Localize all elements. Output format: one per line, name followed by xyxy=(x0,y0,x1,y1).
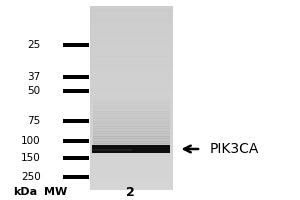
Bar xyxy=(90,139,172,144)
Bar xyxy=(93,113,170,115)
Bar xyxy=(90,38,172,43)
Bar xyxy=(93,128,170,130)
Bar xyxy=(63,156,88,160)
Bar xyxy=(93,115,170,117)
Bar xyxy=(63,89,88,93)
Bar xyxy=(90,10,172,15)
Text: 250: 250 xyxy=(21,172,40,182)
Bar xyxy=(90,79,172,84)
Bar xyxy=(90,6,172,190)
Bar xyxy=(90,19,172,24)
Text: MW: MW xyxy=(44,187,67,197)
Bar xyxy=(93,136,170,139)
Bar xyxy=(93,143,170,145)
Bar xyxy=(90,102,172,107)
Bar xyxy=(93,110,170,112)
Bar xyxy=(90,15,172,20)
Bar xyxy=(90,33,172,38)
Bar xyxy=(90,84,172,89)
Bar xyxy=(93,105,170,107)
Bar xyxy=(90,121,172,126)
Bar xyxy=(93,106,170,109)
Bar xyxy=(93,95,170,97)
Bar xyxy=(90,111,172,116)
Bar xyxy=(90,107,172,112)
Bar xyxy=(93,123,170,125)
Text: PIK3CA: PIK3CA xyxy=(210,142,260,156)
Bar xyxy=(90,148,172,153)
Bar xyxy=(63,175,88,179)
Text: 100: 100 xyxy=(21,136,40,146)
Bar xyxy=(90,171,172,176)
Bar xyxy=(93,130,170,132)
Bar xyxy=(90,185,172,190)
Text: 2: 2 xyxy=(126,186,135,198)
Bar xyxy=(93,108,170,110)
Bar xyxy=(93,101,170,104)
Bar xyxy=(93,116,170,119)
Bar xyxy=(90,167,172,172)
Bar xyxy=(93,133,170,135)
Bar xyxy=(93,138,170,140)
Bar xyxy=(63,43,88,47)
Bar xyxy=(90,157,172,162)
Bar xyxy=(90,176,172,181)
Bar xyxy=(90,65,172,70)
Bar xyxy=(93,111,170,114)
Bar xyxy=(90,162,172,167)
Bar xyxy=(90,24,172,29)
Bar xyxy=(90,42,172,47)
Bar xyxy=(93,98,170,100)
Text: 50: 50 xyxy=(27,86,40,96)
Bar xyxy=(90,116,172,121)
Bar xyxy=(93,126,170,129)
Bar xyxy=(93,141,170,144)
Bar xyxy=(90,134,172,139)
Text: 37: 37 xyxy=(27,72,40,82)
Bar xyxy=(90,144,172,149)
Bar xyxy=(93,96,170,99)
Bar xyxy=(90,88,172,93)
Bar xyxy=(63,139,88,143)
Bar xyxy=(63,75,88,79)
Text: 150: 150 xyxy=(21,153,40,163)
Bar xyxy=(90,125,172,130)
Bar xyxy=(90,29,172,34)
Bar xyxy=(90,61,172,66)
Text: 75: 75 xyxy=(27,116,40,126)
Bar xyxy=(93,140,170,142)
Bar xyxy=(90,70,172,75)
Bar xyxy=(63,119,88,123)
Bar xyxy=(90,6,172,11)
Bar xyxy=(90,47,172,52)
Bar xyxy=(90,93,172,98)
Bar xyxy=(93,100,170,102)
Bar xyxy=(93,121,170,124)
Bar xyxy=(90,52,172,57)
Bar xyxy=(93,120,170,122)
Bar xyxy=(90,180,172,185)
Bar xyxy=(90,153,172,158)
Bar xyxy=(93,125,170,127)
Bar xyxy=(90,56,172,61)
Bar xyxy=(93,118,170,120)
Bar xyxy=(90,98,172,103)
Bar xyxy=(92,145,170,153)
Text: kDa: kDa xyxy=(14,187,38,197)
Bar xyxy=(90,75,172,80)
Text: 25: 25 xyxy=(27,40,40,50)
Bar xyxy=(93,149,132,151)
Bar xyxy=(90,130,172,135)
Bar xyxy=(93,103,170,105)
Bar xyxy=(93,131,170,134)
Bar xyxy=(93,135,170,137)
